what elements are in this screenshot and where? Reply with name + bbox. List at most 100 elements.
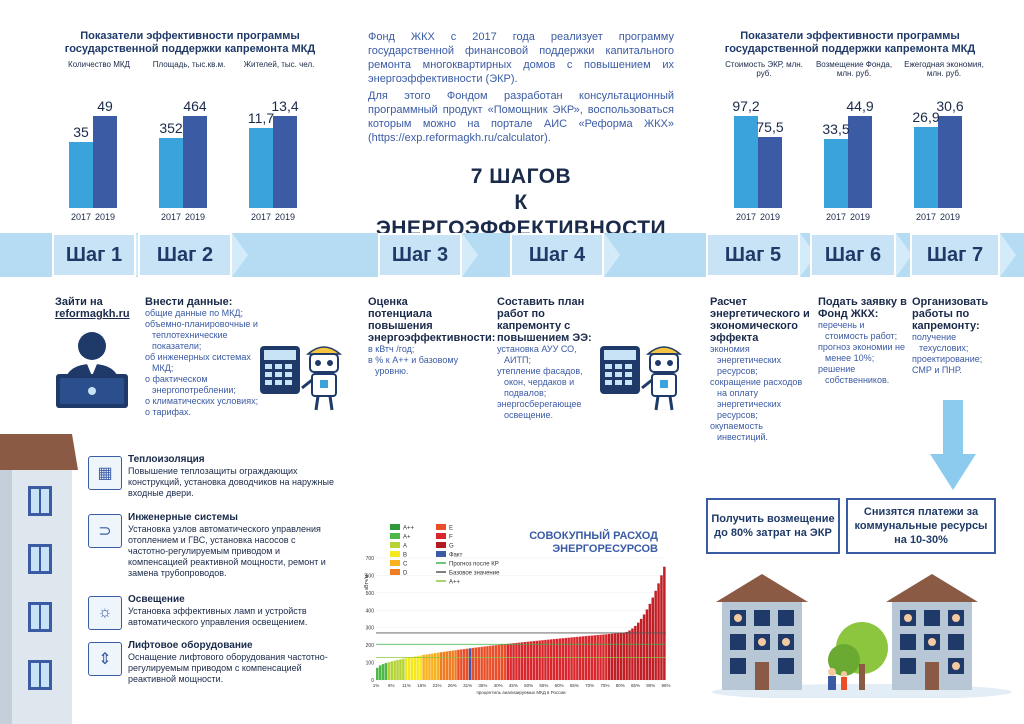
legend-swatch (390, 524, 400, 530)
step-7: Шаг 7 (910, 233, 1000, 277)
elevator-icon: ⇕ (88, 642, 122, 676)
arrow-down-icon (930, 400, 976, 490)
chart-bar (419, 655, 422, 680)
chart-bar (521, 642, 524, 680)
chart-bar (387, 662, 391, 680)
lamp-icon: ☼ (88, 596, 122, 630)
chart-bar (526, 641, 530, 680)
left-stats-value-2017: 11,7 (247, 109, 275, 126)
step2-title: Внести данные: (145, 296, 233, 308)
intro-paragraph-1: Фонд ЖКХ с 2017 года реализует программу… (368, 31, 674, 85)
right-stats-year-label: 2017 (915, 212, 937, 222)
chart-bar (584, 636, 588, 680)
left-stats-bar-2019 (183, 116, 207, 208)
chart-bar (625, 631, 628, 680)
chart-bar (428, 653, 431, 680)
chart-bar (384, 663, 388, 680)
chart-bar (561, 638, 565, 680)
chart-bar (494, 645, 498, 680)
y-tick-label: 600 (366, 573, 375, 579)
step4-item: установка АУУ СО, АИТП; (497, 344, 577, 365)
step1-details: Зайти на reformagkh.ru (55, 296, 145, 320)
x-tick-label: 60% (555, 683, 564, 688)
chart-bar (489, 645, 492, 680)
chart-bar (474, 647, 478, 680)
measure-text: Повышение теплозащиты ограждающих констр… (128, 466, 334, 498)
user-laptop-icon (56, 332, 128, 408)
chart-bar (503, 644, 507, 680)
chart-bar (471, 647, 475, 680)
step1-title: Зайти на (55, 296, 103, 308)
left-stats-year-label: 2019 (184, 212, 206, 222)
right-stats-bar-2019 (938, 116, 962, 208)
legend-label: C (403, 562, 408, 568)
step-label: Шаг 1 (65, 243, 123, 266)
chart-bar (445, 651, 449, 680)
y-tick-label: 500 (366, 591, 375, 597)
chart-bar (436, 652, 440, 680)
left-stats-bar-2017 (159, 138, 183, 208)
legend-label: F (449, 535, 453, 541)
chart-bar (529, 641, 533, 680)
step-label: Шаг 6 (824, 243, 882, 266)
step6-item: перечень и стоимость работ; (818, 320, 898, 341)
legend-label: Факт (449, 553, 463, 559)
x-tick-label: 55% (539, 683, 548, 688)
left-stats-year-label: 2019 (94, 212, 116, 222)
chart-bar (547, 639, 550, 680)
x-tick-label: 85% (631, 683, 640, 688)
measure-title: Теплоизоляция (128, 454, 205, 465)
chart-bar (434, 653, 437, 680)
right-stats-year-label: 2019 (939, 212, 961, 222)
left-stats-value-2017: 35 (73, 124, 89, 141)
chart-bar (512, 643, 515, 680)
chart-bar (457, 649, 460, 680)
reformagkh-link[interactable]: reformagkh.ru (55, 308, 130, 320)
intro-paragraph-2: Для этого Фондом разработан консультацио… (368, 90, 674, 144)
chart-bar (642, 614, 646, 680)
chart-bar (613, 633, 617, 680)
chart-bar (480, 646, 483, 680)
right-stats-year-label: 2017 (735, 212, 757, 222)
chart-bar (651, 597, 654, 680)
right-stats-bar-2019 (758, 136, 782, 208)
x-tick-label: 35% (478, 683, 487, 688)
chart-bar (657, 583, 660, 680)
chart-bar (639, 618, 643, 680)
step-4: Шаг 4 (510, 233, 604, 277)
legend-label: A+ (403, 535, 411, 541)
left-stats-year-label: 2017 (160, 212, 182, 222)
chart-bar (460, 649, 463, 680)
left-stats-group-label: Количество МКД (68, 60, 130, 69)
chart-bar (439, 652, 443, 680)
legend-swatch (390, 551, 400, 557)
step2-item: о тарифах. (145, 407, 191, 417)
chart-bar (654, 590, 657, 680)
x-tick-label: 80% (616, 683, 625, 688)
benefit-compensation: Получить возмещение до 80% затрат на ЭКР (706, 498, 840, 554)
step2-item: об инженерных системах МКД; (145, 352, 251, 373)
chart-bar (648, 603, 652, 680)
chart-bar (454, 650, 457, 680)
right-stats-group-label: Возмещение Фонда, млн. руб. (815, 60, 893, 78)
x-tick-label: 1% (373, 683, 380, 688)
left-stats-chart: Количество МКД 35 49 2017 2019 Площадь, тыс.к… (55, 60, 325, 228)
step-label: Шаг 7 (926, 243, 984, 266)
chart-bar (451, 650, 454, 680)
y-tick-label: 300 (366, 626, 375, 632)
benefit-payments-reduction: Снизятся платежи за коммунальные ресурсы… (846, 498, 996, 554)
step6-item: прогноз экономии не менее 10%; (818, 342, 905, 363)
right-stats-bar-2019 (848, 116, 872, 208)
step5-item: сокращение расходов на оплату энергетиче… (710, 377, 803, 420)
chart-bar (631, 628, 634, 680)
left-stats-group-label: Жителей, тыс. чел. (243, 60, 315, 69)
chart-bar (544, 639, 547, 680)
step4-item: энергосберегающее освещение. (497, 399, 582, 420)
chart-bar (509, 643, 512, 680)
step2-list: общие данные по МКД; объемно-планировочн… (145, 308, 263, 418)
left-stats-year-label: 2017 (70, 212, 92, 222)
chevron-right-icon (1000, 233, 1016, 277)
chart-bar (448, 650, 451, 680)
x-tick-label: 31% (463, 683, 472, 688)
chart-bar (552, 639, 556, 680)
